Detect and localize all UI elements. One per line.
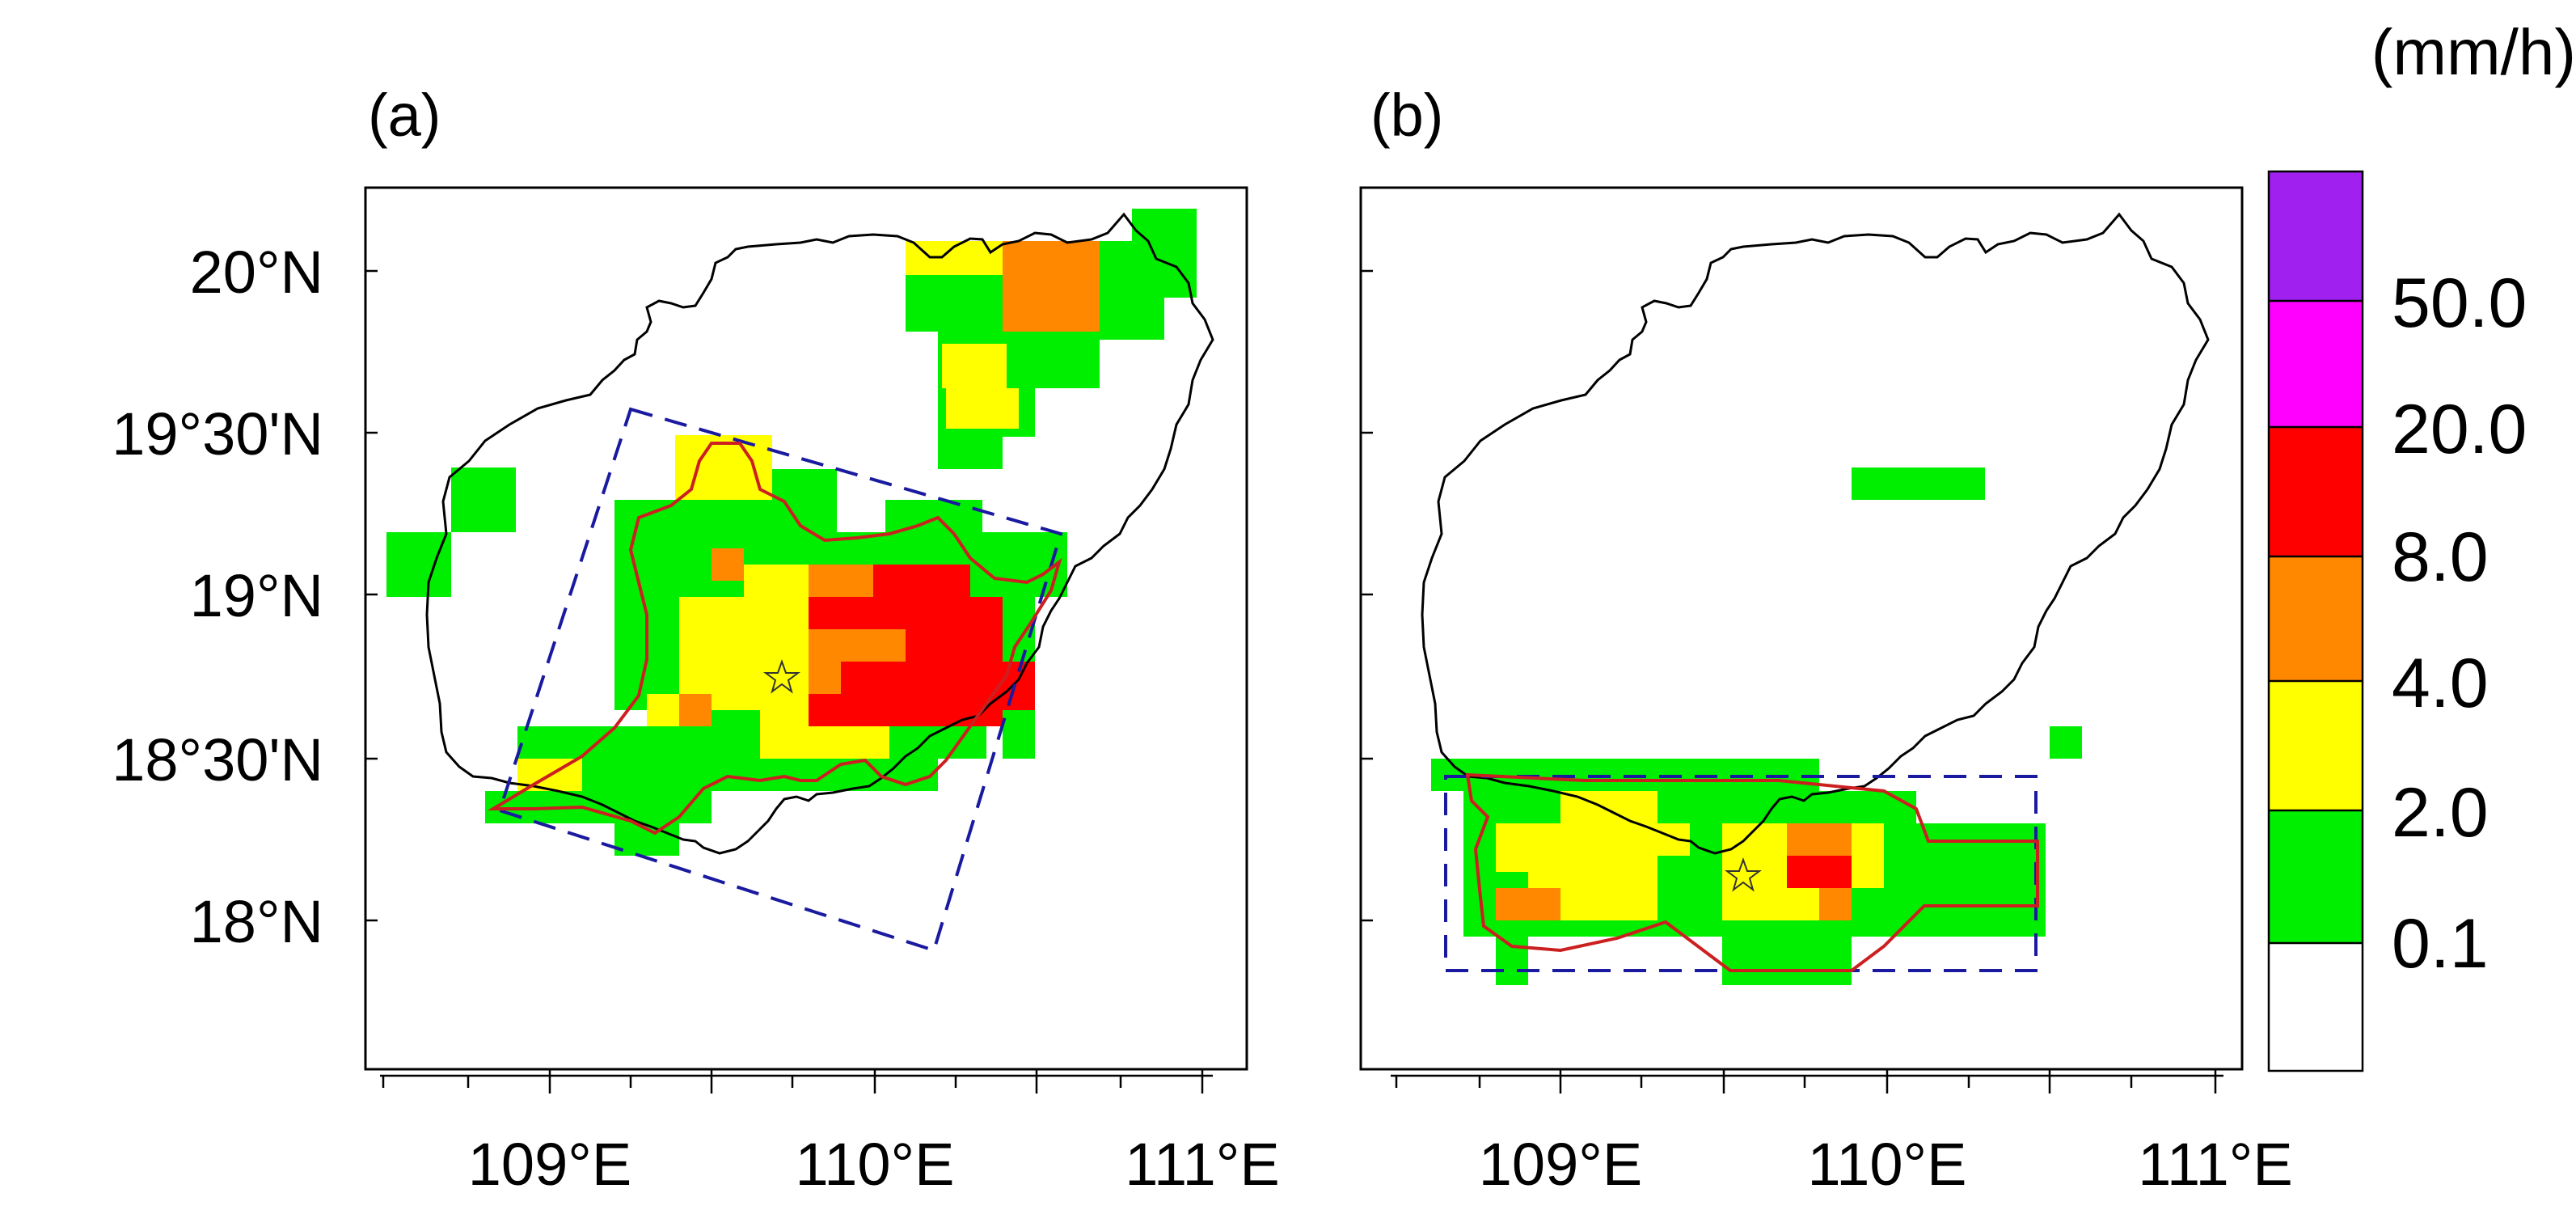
panel-b-x-tick-label-111: 111°E — [2138, 1131, 2292, 1198]
y-tick-label-20n: 20°N — [190, 239, 323, 306]
colorbar: (mm/h) 0.1 2.0 4.0 8.0 20.0 50.0 — [2267, 16, 2576, 1072]
y-tick-label-19n: 19°N — [190, 562, 323, 629]
colorbar-swatch-2-4 — [2269, 681, 2363, 810]
colorbar-label-2.0: 2.0 — [2392, 774, 2489, 852]
colorbar-label-20.0: 20.0 — [2392, 391, 2527, 468]
colorbar-frame — [2267, 170, 2364, 1072]
panel-b-y-ticks — [1361, 269, 1373, 922]
panel-b-coastline — [1421, 212, 2210, 855]
colorbar-swatch-4-8 — [2269, 556, 2363, 681]
y-tick-label-18-30n: 18°30'N — [112, 726, 323, 793]
y-tick-label-18n: 18°N — [190, 888, 323, 955]
panel-a-coastline — [425, 212, 1214, 855]
colorbar-unit-label: (mm/h) — [2371, 16, 2576, 88]
panel-b-frame — [1359, 186, 2244, 1071]
colorbar-label-8.0: 8.0 — [2392, 518, 2489, 596]
colorbar-swatch-8-20 — [2269, 427, 2363, 556]
panel-a-y-ticks — [365, 269, 378, 922]
panel-a-domain-box — [497, 407, 1063, 953]
panel-a-x-axis — [380, 1069, 1213, 1094]
panel-b-x-tick-label-110: 110°E — [1808, 1131, 1967, 1198]
colorbar-swatch-above-50 — [2269, 171, 2363, 301]
colorbar-swatch-below-0.1 — [2269, 943, 2363, 1071]
colorbar-label-50.0: 50.0 — [2392, 264, 2527, 342]
panel-a-rain-cells — [386, 209, 1197, 856]
panel-a-map-area — [386, 209, 1214, 953]
panel-b-rain-contour — [1465, 772, 2039, 972]
y-tick-label-19-30n: 19°30'N — [112, 400, 323, 467]
panel-b-station-star — [1725, 857, 1762, 892]
panel-b-x-axis — [1391, 1069, 2223, 1094]
colorbar-dividers — [2269, 299, 2363, 945]
panel-a: (a) — [112, 82, 1280, 1198]
panel-a-x-tick-label-111: 111°E — [1125, 1131, 1279, 1198]
panel-b: (b) — [1359, 82, 2293, 1198]
colorbar-label-4.0: 4.0 — [2392, 645, 2489, 722]
panel-b-map-area — [1421, 212, 2210, 985]
panel-a-frame — [364, 186, 1248, 1071]
colorbar-swatches — [2269, 171, 2363, 1071]
colorbar-swatch-0.1-2 — [2269, 810, 2363, 943]
panel-a-station-star — [763, 659, 800, 694]
panel-b-label: (b) — [1370, 82, 1443, 149]
panel-a-x-tick-label-109: 109°E — [468, 1131, 631, 1198]
panel-a-x-tick-label-110: 110°E — [796, 1131, 955, 1198]
colorbar-swatch-20-50 — [2269, 301, 2363, 427]
panel-a-rain-contour — [487, 442, 1062, 835]
colorbar-label-0.1: 0.1 — [2392, 905, 2489, 983]
panel-a-label: (a) — [368, 82, 441, 149]
panel-b-x-tick-label-109: 109°E — [1479, 1131, 1642, 1198]
